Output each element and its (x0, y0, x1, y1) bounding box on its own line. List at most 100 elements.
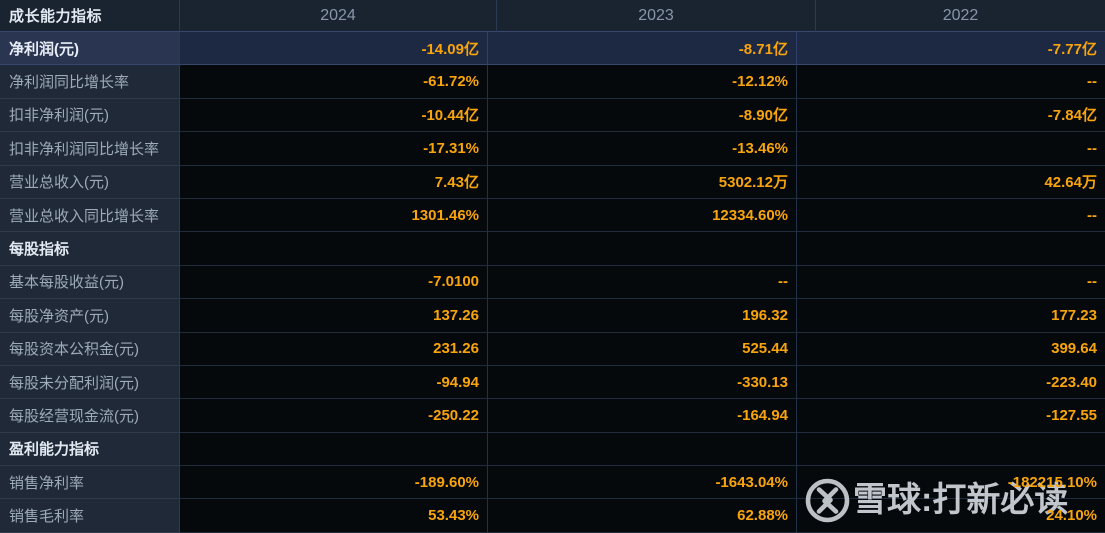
row-label-cell: 扣非净利润同比增长率 (0, 132, 180, 166)
cell-2024: 53.43% (180, 499, 488, 533)
value-2024: 53.43% (428, 507, 479, 525)
table-row[interactable]: 每股净资产(元) 137.26 196.32 177.23 (0, 299, 1105, 333)
value-2024: -10.44亿 (421, 107, 479, 125)
year-label-2022: 2022 (942, 6, 979, 24)
table-row[interactable]: 销售毛利率 53.43% 62.88% 24.10% (0, 499, 1105, 533)
cell-2024: -17.31% (180, 132, 488, 166)
value-2022: 42.64万 (1044, 174, 1097, 192)
cell-2023: 525.44 (488, 332, 797, 366)
table-row[interactable]: 扣非净利润同比增长率 -17.31% -13.46% -- (0, 132, 1105, 166)
cell-2022: -7.84亿 (797, 99, 1105, 133)
value-2024: -61.72% (423, 73, 479, 91)
table-header-row: 成长能力指标 2024 2023 2022 (0, 0, 1105, 32)
value-2023: 196.32 (742, 306, 788, 324)
row-label: 营业总收入(元) (9, 174, 109, 192)
cell-2022: -7.77亿 (797, 32, 1105, 66)
row-label-cell: 营业总收入同比增长率 (0, 198, 180, 233)
table-row[interactable]: 每股经营现金流(元) -250.22 -164.94 -127.55 (0, 399, 1105, 433)
value-2023: 5302.12万 (718, 174, 788, 192)
row-label: 每股资本公积金(元) (9, 341, 139, 359)
row-label-cell: 净利润同比增长率 (0, 65, 180, 99)
row-label-cell: 销售毛利率 (0, 499, 180, 533)
value-2024: -250.22 (428, 406, 479, 424)
cell-2024: -7.0100 (180, 265, 488, 300)
column-header-2023[interactable]: 2023 (497, 0, 816, 32)
value-2022: -7.84亿 (1047, 107, 1097, 125)
table-body: 净利润(元) -14.09亿 -8.71亿 -7.77亿 净利润同比增长率 -6… (0, 32, 1105, 533)
table-row[interactable]: 销售净利率 -189.60% -1643.04% -182215.10% (0, 466, 1105, 500)
value-2023: -13.46% (732, 139, 788, 157)
row-label: 基本每股收益(元) (9, 274, 124, 292)
value-2022: -- (1087, 139, 1097, 157)
cell-2023: -1643.04% (488, 466, 797, 500)
value-2024: -7.0100 (428, 273, 479, 291)
cell-2022: -- (797, 65, 1105, 99)
value-2023: 525.44 (742, 340, 788, 358)
table-row[interactable]: 扣非净利润(元) -10.44亿 -8.90亿 -7.84亿 (0, 98, 1105, 133)
value-2022: 399.64 (1051, 340, 1097, 358)
table-row[interactable]: 净利润同比增长率 -61.72% -12.12% -- (0, 65, 1105, 99)
row-label-cell: 每股经营现金流(元) (0, 399, 180, 433)
table-row[interactable]: 净利润(元) -14.09亿 -8.71亿 -7.77亿 (0, 32, 1105, 66)
cell-2024: -61.72% (180, 65, 488, 99)
cell-2023: -8.90亿 (488, 98, 797, 133)
year-label-2023: 2023 (638, 6, 674, 24)
row-label: 营业总收入同比增长率 (9, 207, 160, 225)
table-title-cell: 成长能力指标 (0, 0, 180, 32)
table-title: 成长能力指标 (9, 8, 103, 25)
value-2022: -182215.10% (1007, 473, 1097, 491)
row-label: 每股经营现金流(元) (9, 407, 139, 425)
cell-2024: 231.26 (180, 332, 488, 366)
value-2023: -8.71亿 (738, 40, 788, 58)
row-label: 销售净利率 (9, 474, 85, 492)
column-header-2024[interactable]: 2024 (180, 0, 497, 32)
table-row[interactable]: 每股资本公积金(元) 231.26 525.44 399.64 (0, 332, 1105, 366)
row-label-cell: 盈利能力指标 (0, 432, 180, 467)
cell-2023: -8.71亿 (488, 32, 797, 66)
cell-2023: 62.88% (488, 499, 797, 533)
cell-2022: -182215.10% (797, 466, 1105, 500)
value-2024: 137.26 (433, 306, 479, 324)
cell-2024: -189.60% (180, 466, 488, 500)
cell-2022 (797, 232, 1105, 266)
value-2022: 177.23 (1051, 306, 1097, 324)
value-2022: -- (1087, 73, 1097, 91)
row-label: 净利润(元) (9, 40, 79, 58)
table-row[interactable]: 每股未分配利润(元) -94.94 -330.13 -223.40 (0, 365, 1105, 400)
table-row[interactable]: 营业总收入同比增长率 1301.46% 12334.60% -- (0, 198, 1105, 233)
value-2024: 1301.46% (411, 206, 479, 224)
cell-2023: 12334.60% (488, 198, 797, 233)
value-2024: 231.26 (433, 340, 479, 358)
cell-2024: 7.43亿 (180, 165, 488, 199)
value-2024: 7.43亿 (434, 174, 479, 192)
table-row[interactable]: 营业总收入(元) 7.43亿 5302.12万 42.64万 (0, 165, 1105, 199)
row-label: 销售毛利率 (9, 508, 85, 526)
cell-2023: -13.46% (488, 132, 797, 166)
value-2022: -223.40 (1046, 373, 1097, 391)
cell-2024: -14.09亿 (180, 32, 488, 66)
row-label-cell: 基本每股收益(元) (0, 265, 180, 300)
cell-2024: 137.26 (180, 299, 488, 333)
cell-2023: -164.94 (488, 399, 797, 433)
row-label-cell: 每股未分配利润(元) (0, 365, 180, 400)
value-2024: -14.09亿 (421, 40, 479, 58)
cell-2022: -- (797, 266, 1105, 300)
value-2024: -17.31% (423, 139, 479, 157)
cell-2022: 399.64 (797, 333, 1105, 366)
table-row[interactable]: 基本每股收益(元) -7.0100 -- -- (0, 265, 1105, 300)
value-2023: 62.88% (737, 507, 788, 525)
row-label-cell: 净利润(元) (0, 32, 180, 66)
cell-2022: 177.23 (797, 299, 1105, 333)
cell-2023 (488, 432, 797, 467)
cell-2024 (180, 432, 488, 467)
table-section-row: 每股指标 (0, 232, 1105, 266)
value-2022: -- (1087, 273, 1097, 291)
row-label-cell: 扣非净利润(元) (0, 98, 180, 133)
row-label: 每股净资产(元) (9, 307, 109, 325)
row-label: 盈利能力指标 (9, 441, 100, 459)
value-2022: -7.77亿 (1047, 40, 1097, 58)
column-header-2022[interactable]: 2022 (816, 0, 1105, 32)
watermark-text: 雪球:打新必读 (853, 481, 1069, 519)
row-label-cell: 每股资本公积金(元) (0, 332, 180, 366)
